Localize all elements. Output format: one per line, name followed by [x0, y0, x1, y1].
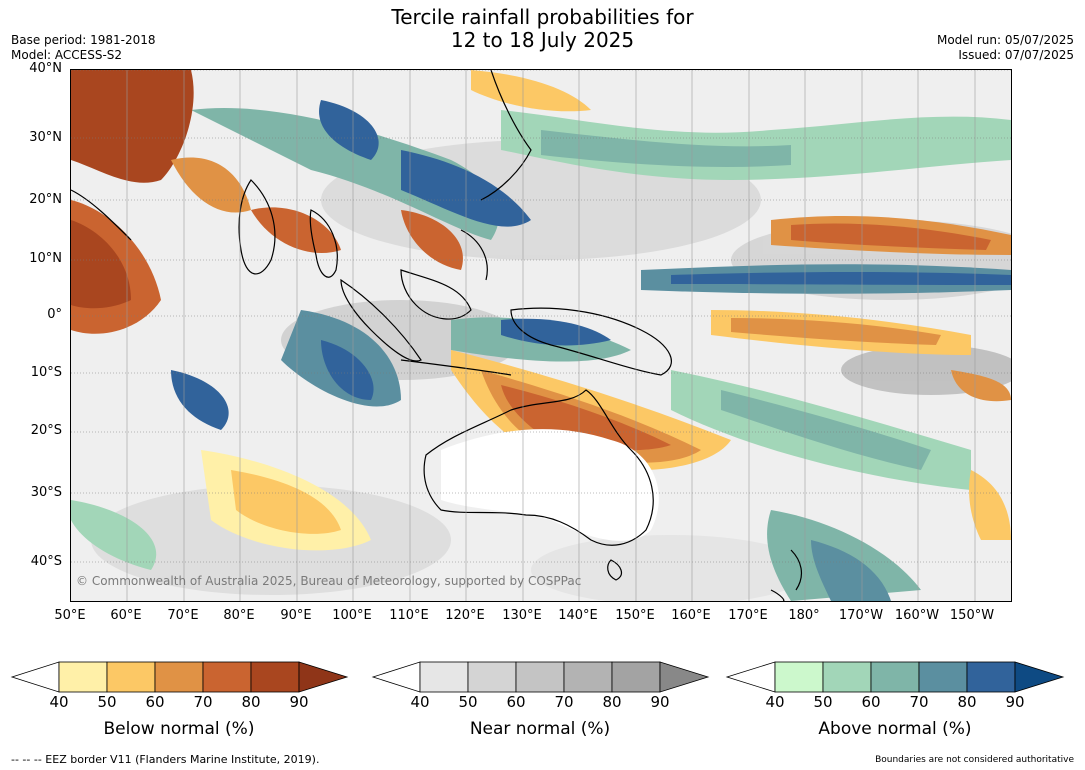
lat-label: 10°S	[30, 365, 62, 380]
near-normal-max-arrow	[659, 661, 710, 693]
below-normal-tick-label: 70	[193, 693, 213, 711]
lon-label: 90°E	[280, 608, 312, 623]
meridians	[126, 70, 976, 601]
map-title-line2: 12 to 18 July 2025	[450, 28, 635, 52]
lon-label: 80°E	[223, 608, 255, 623]
legend-colorbars	[10, 661, 1065, 693]
lat-label: 40°N	[29, 61, 62, 76]
lon-label: 100°E	[332, 608, 372, 623]
near-normal-tick-label: 60	[506, 693, 526, 711]
issued-date: Issued: 07/07/2025	[958, 48, 1074, 62]
lon-label: 130°E	[502, 608, 542, 623]
china-coast	[480, 70, 532, 201]
below-normal-color-bin	[58, 661, 108, 693]
lat-label: 30°S	[30, 485, 62, 500]
below-normal-tick-label: 80	[241, 693, 261, 711]
lon-label: 150°E	[615, 608, 655, 623]
below-normal-color-bin	[154, 661, 204, 693]
australia-interior-shading	[441, 429, 659, 541]
above-normal-tick-label: 70	[909, 693, 929, 711]
lon-label: 180°	[788, 608, 820, 623]
above-normal-tick-label: 80	[957, 693, 977, 711]
below-normal-min-arrow	[10, 661, 60, 693]
below-normal-colorbar	[10, 661, 349, 693]
below-normal-tick-label: 60	[145, 693, 165, 711]
near-normal-tick-label: 80	[602, 693, 622, 711]
near-normal-color-bin	[611, 661, 661, 693]
lon-label: 140°E	[558, 608, 598, 623]
above-normal-tick-label: 90	[1005, 693, 1025, 711]
lon-label: 160°E	[671, 608, 711, 623]
rainfall-probability-map	[70, 69, 1012, 602]
lon-label: 120°E	[445, 608, 485, 623]
above-normal-shading	[71, 100, 1011, 601]
sumatra-coast	[340, 278, 422, 362]
copyright-notice: © Commonwealth of Australia 2025, Bureau…	[76, 574, 582, 588]
below-normal-max-arrow	[298, 661, 349, 693]
graticule	[71, 70, 1011, 563]
below-normal-color-bin	[106, 661, 156, 693]
lon-label: 170°E	[728, 608, 768, 623]
lon-label: 160°W	[894, 608, 940, 623]
above-normal-min-arrow	[725, 661, 776, 693]
coastlines	[71, 70, 803, 601]
above-normal-tick-label: 60	[861, 693, 881, 711]
near-normal-tick-label: 40	[410, 693, 430, 711]
lat-label: 30°N	[29, 130, 62, 145]
below-normal-tick-label: 50	[97, 693, 117, 711]
above-normal-color-bin	[774, 661, 824, 693]
borneo-coast	[400, 269, 472, 320]
lon-label: 110°E	[389, 608, 429, 623]
below-normal-tick-label: 40	[49, 693, 69, 711]
above-normal-tick-label: 40	[765, 693, 785, 711]
eez-border-note: -- -- -- EEZ border V11 (Flanders Marine…	[11, 753, 320, 766]
model-name: Model: ACCESS-S2	[11, 48, 123, 62]
lat-label: 40°S	[30, 554, 62, 569]
arabia-coast	[71, 189, 132, 241]
new-guinea-coast	[510, 307, 672, 376]
above-normal-color-bin	[918, 661, 968, 693]
near-normal-min-arrow	[371, 661, 421, 693]
new-zealand-coast	[770, 549, 803, 601]
lat-label: 0°	[47, 307, 62, 322]
below-normal-tick-label: 90	[289, 693, 309, 711]
map-title-line1: Tercile rainfall probabilities for	[391, 5, 694, 29]
lon-label: 170°W	[838, 608, 884, 623]
lat-label: 20°S	[30, 423, 62, 438]
near-normal-tick-label: 90	[650, 693, 670, 711]
above-normal-tick-label: 50	[813, 693, 833, 711]
below-normal-color-bin	[202, 661, 252, 693]
near-normal-color-bin	[467, 661, 517, 693]
lon-label: 70°E	[167, 608, 199, 623]
above-normal-color-bin	[966, 661, 1016, 693]
map-canvas	[71, 70, 1011, 601]
lon-label: 150°W	[949, 608, 995, 623]
below-normal-color-bin	[250, 661, 300, 693]
tasmania-coast	[607, 559, 623, 581]
above-normal-color-bin	[870, 661, 920, 693]
near-normal-colorbar	[371, 661, 710, 693]
lat-label: 10°N	[29, 251, 62, 266]
indochina-coast	[309, 209, 338, 278]
above-normal-legend-title: Above normal (%)	[818, 719, 972, 739]
lon-label: 60°E	[110, 608, 142, 623]
below-normal-legend-title: Below normal (%)	[103, 719, 255, 739]
near-normal-tick-label: 50	[458, 693, 478, 711]
near-normal-color-bin	[515, 661, 565, 693]
above-normal-colorbar	[725, 661, 1065, 693]
below-normal-shading	[71, 70, 1011, 551]
lat-label: 20°N	[29, 192, 62, 207]
base-period: Base period: 1981-2018	[11, 33, 156, 47]
java-coast	[400, 359, 512, 376]
lon-label: 50°E	[54, 608, 86, 623]
model-run: Model run: 05/07/2025	[936, 33, 1074, 47]
boundaries-disclaimer: Boundaries are not considered authoritat…	[875, 755, 1074, 765]
above-normal-color-bin	[822, 661, 872, 693]
near-normal-color-bin	[563, 661, 613, 693]
australia-coast	[423, 389, 654, 546]
near-normal-legend-title: Near normal (%)	[469, 719, 611, 739]
near-normal-color-bin	[419, 661, 469, 693]
near-normal-tick-label: 70	[554, 693, 574, 711]
above-normal-max-arrow	[1014, 661, 1065, 693]
